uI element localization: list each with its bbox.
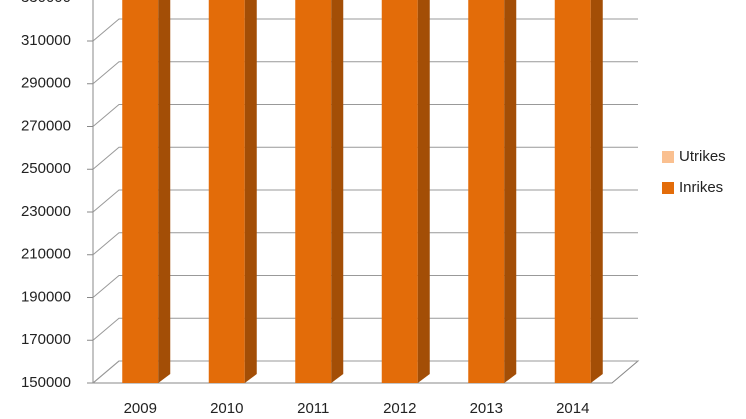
y-tick-label: 270000	[21, 117, 71, 134]
bar-side	[504, 0, 517, 383]
bar-segment	[468, 0, 517, 384]
legend-swatch	[662, 151, 674, 163]
bar-front	[468, 0, 505, 384]
legend-swatch	[662, 182, 674, 194]
bar-segment	[381, 0, 430, 384]
y-tick-label: 190000	[21, 288, 71, 305]
bar-front	[208, 0, 245, 383]
grid-line	[92, 61, 638, 85]
bar-segment	[295, 0, 344, 383]
bar-segment	[122, 0, 171, 384]
grid-line	[92, 18, 638, 42]
y-tick-label: 310000	[21, 32, 71, 49]
x-tick-label: 2013	[470, 400, 503, 417]
legend-label: Inrikes	[679, 179, 723, 196]
grid-line	[92, 232, 638, 256]
bar-side	[417, 0, 430, 383]
legend-label: Utrikes	[679, 148, 726, 165]
y-tick-label: 330000	[21, 0, 71, 6]
bar-front	[295, 0, 332, 383]
x-tick-label: 2012	[383, 400, 416, 417]
grid-line	[92, 104, 638, 127]
bar-front	[554, 0, 591, 384]
y-tick-label: 290000	[21, 75, 71, 92]
bar-front	[381, 0, 418, 384]
bar-side	[331, 0, 344, 383]
grid-line	[92, 360, 638, 384]
bar-side	[158, 0, 171, 383]
x-tick-label: 2009	[124, 400, 157, 417]
x-tick-label: 2010	[210, 400, 243, 417]
bar-side	[244, 0, 257, 383]
x-tick-label: 2014	[556, 400, 589, 417]
grid-line	[92, 317, 638, 341]
grid-line	[92, 275, 638, 298]
y-tick-label: 230000	[21, 203, 71, 220]
y-tick-label: 250000	[21, 160, 71, 177]
y-tick-label: 150000	[21, 374, 71, 391]
y-tick-label: 170000	[21, 331, 71, 348]
bar-segment	[554, 0, 603, 384]
grid-line	[92, 189, 638, 213]
x-tick-label: 2011	[297, 400, 329, 417]
bar-segment	[208, 0, 257, 383]
bar-front	[122, 0, 159, 384]
y-tick-label: 210000	[21, 246, 71, 263]
grid-line	[92, 146, 638, 170]
bar-side	[590, 0, 603, 383]
